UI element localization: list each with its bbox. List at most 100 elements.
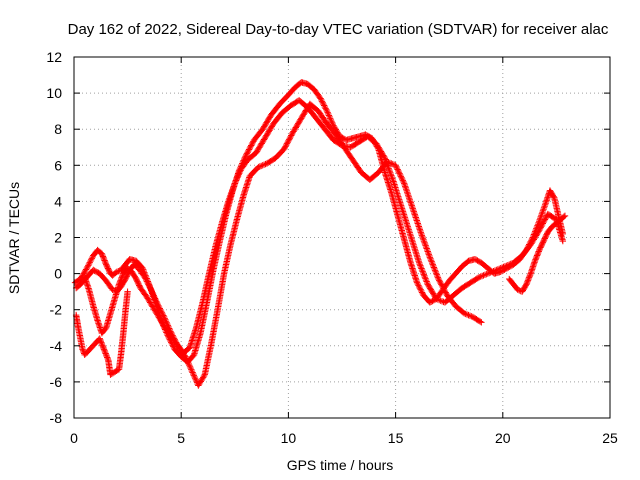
data-point xyxy=(325,112,333,119)
data-point xyxy=(144,279,151,287)
data-point xyxy=(286,135,294,142)
data-point xyxy=(480,272,487,279)
data-point xyxy=(442,289,449,296)
data-point xyxy=(143,293,151,301)
data-point xyxy=(538,210,546,217)
data-point xyxy=(405,193,412,200)
data-point xyxy=(249,139,256,146)
data-point xyxy=(537,213,545,220)
data-point xyxy=(425,249,432,257)
data-point xyxy=(525,274,533,281)
data-point xyxy=(248,140,256,148)
data-point xyxy=(195,380,203,388)
data-point xyxy=(191,373,198,381)
data-point xyxy=(151,293,158,301)
data-point xyxy=(476,274,483,281)
data-point xyxy=(524,278,531,285)
data-points xyxy=(71,79,569,389)
data-point xyxy=(525,275,532,283)
data-point xyxy=(115,267,122,275)
data-point xyxy=(146,297,153,305)
data-point xyxy=(243,150,251,157)
data-point xyxy=(542,214,549,222)
data-point xyxy=(326,113,333,121)
data-point xyxy=(490,267,497,275)
data-point xyxy=(85,262,92,269)
data-point xyxy=(227,192,234,199)
grid-lines xyxy=(74,57,610,418)
data-point xyxy=(420,236,427,243)
data-point xyxy=(392,162,399,169)
data-point xyxy=(500,263,507,271)
data-point xyxy=(284,139,291,146)
data-point xyxy=(421,274,429,281)
data-point xyxy=(183,356,190,363)
data-point xyxy=(560,213,568,220)
data-point xyxy=(494,266,501,273)
data-point xyxy=(435,277,443,284)
data-point xyxy=(408,200,415,208)
series-trace-c xyxy=(81,100,485,389)
data-point xyxy=(478,319,485,326)
data-point xyxy=(329,120,336,128)
data-point xyxy=(319,99,326,106)
data-point xyxy=(321,103,329,111)
data-point xyxy=(536,225,544,233)
data-point xyxy=(414,220,421,227)
data-point xyxy=(541,203,548,210)
data-point xyxy=(388,173,396,181)
data-point xyxy=(409,205,416,212)
data-point xyxy=(234,174,241,181)
data-point xyxy=(150,292,157,299)
data-point xyxy=(422,275,429,282)
data-point xyxy=(406,196,413,203)
data-point xyxy=(430,262,437,270)
data-point xyxy=(415,221,422,229)
y-tick-label: -8 xyxy=(50,410,63,426)
data-point xyxy=(232,178,239,186)
x-tick-label: 20 xyxy=(495,430,511,446)
data-point xyxy=(477,273,484,280)
data-point xyxy=(150,304,157,312)
data-point xyxy=(407,199,414,206)
data-point xyxy=(423,245,430,252)
data-point xyxy=(262,160,269,168)
data-point xyxy=(87,256,95,263)
data-point xyxy=(98,250,106,257)
data-point xyxy=(159,310,166,318)
data-point xyxy=(191,375,199,382)
data-point xyxy=(541,217,548,225)
data-point xyxy=(380,153,388,160)
data-point xyxy=(147,286,155,294)
y-tick-label: -6 xyxy=(50,374,63,390)
data-point xyxy=(385,165,392,172)
data-point xyxy=(537,224,544,231)
data-point xyxy=(97,338,104,345)
data-point xyxy=(393,164,401,172)
data-point xyxy=(157,308,165,315)
data-point xyxy=(101,257,108,264)
data-point xyxy=(282,143,289,150)
data-point xyxy=(421,272,428,279)
data-point xyxy=(431,267,439,274)
data-point xyxy=(418,266,426,274)
data-point xyxy=(102,260,109,267)
data-point xyxy=(260,161,268,168)
data-point xyxy=(474,274,482,282)
data-point xyxy=(182,353,189,360)
y-tick-label: 12 xyxy=(46,49,62,65)
data-point xyxy=(424,248,431,255)
x-tick-label: 15 xyxy=(388,430,404,446)
data-point xyxy=(535,248,542,255)
data-point xyxy=(420,238,428,245)
data-point xyxy=(461,310,468,317)
data-point xyxy=(154,312,162,320)
x-axis-label: GPS time / hours xyxy=(287,457,394,473)
data-point xyxy=(418,232,426,239)
data-point xyxy=(404,190,411,197)
data-point xyxy=(190,372,198,379)
data-point xyxy=(99,343,107,350)
data-point xyxy=(388,172,395,179)
data-point xyxy=(417,227,424,235)
